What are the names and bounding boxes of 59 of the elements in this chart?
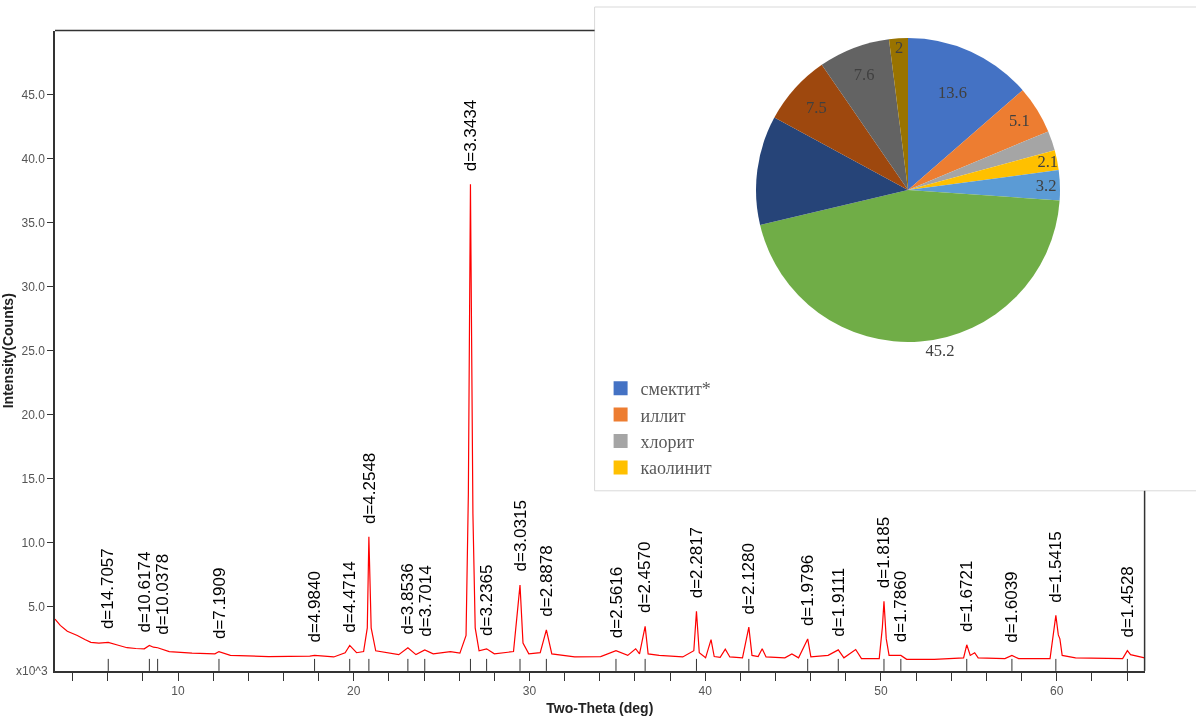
annotation: d=1.5415 [1046,531,1066,603]
annotation: d=1.8185 [873,516,893,589]
text: x10^3 [16,664,48,678]
data-label: 13.6 [938,82,967,102]
pie-slice [908,131,1055,190]
annotation: d=3.2365 [477,564,497,636]
y-tick-label: 45.0 [21,87,46,102]
data-label: 2 [894,37,904,57]
annotation: d=3.8536 [398,563,418,635]
legend-label: каолинит [640,458,712,479]
legend-label: хлорит [640,432,695,453]
annotation: d=1.6721 [957,560,977,633]
x-tick-label: 30 [522,684,537,699]
annotation: d=4.2548 [359,452,379,525]
pie-slice [774,64,908,190]
x-tick-label: 10 [171,684,186,699]
pie-slice [908,150,1059,190]
annotation: d=1.9111 [828,567,848,637]
y-tick-label: 20.0 [21,407,46,422]
y-tick-label: 25.0 [21,343,46,358]
annotation: d=1.9796 [798,554,818,627]
annotation: d=1.7860 [891,570,911,643]
data-label: 3.2 [1035,176,1057,196]
annotation: d=4.9840 [304,571,324,643]
annotation: d=14.7057 [98,548,118,630]
annotation: d=2.5616 [606,566,626,639]
x-tick-label: 50 [874,684,888,699]
x-tick-label: 60 [1050,684,1064,699]
annotation: d=10.6174 [134,551,154,633]
annotation: d=3.3434 [460,99,480,172]
data-label: 7.5 [806,97,827,117]
pie-slice [756,117,908,226]
legend-label: иллит [640,405,686,426]
data-label: 45.2 [925,341,955,361]
data-label: 5.1 [1009,111,1030,131]
x-tick-label: 20 [347,684,361,699]
annotation: d=10.0378 [153,553,173,635]
legend-label: смектит* [640,379,711,400]
annotation: d=1.6039 [1002,571,1022,643]
y-tick-label: 40.0 [21,151,46,166]
y-tick-label: 30.0 [21,279,46,294]
y-tick-label: 15.0 [21,472,46,487]
pie-slice [760,190,1060,342]
x-tick-label: 40 [698,684,713,699]
y-tick-label: 10.0 [21,536,46,551]
annotation: d=1.4528 [1118,566,1138,638]
annotation: d=2.4570 [635,541,655,613]
y-tick-label: 35.0 [21,215,46,230]
y-tick-label: 5.0 [28,600,46,615]
annotation: d=7.1909 [209,567,229,640]
annotation: d=2.2817 [686,526,706,599]
annotation: d=2.8878 [537,545,557,617]
data-label: 2.1 [1037,152,1059,172]
annotation: d=3.7014 [415,565,435,637]
annotation: d=4.4714 [339,561,359,633]
y-axis-title: Intensity(Counts) [0,293,16,409]
annotation: d=2.1280 [739,543,759,615]
annotation: d=3.0315 [510,500,530,572]
x-axis-title: Two-Theta (deg) [546,699,654,716]
